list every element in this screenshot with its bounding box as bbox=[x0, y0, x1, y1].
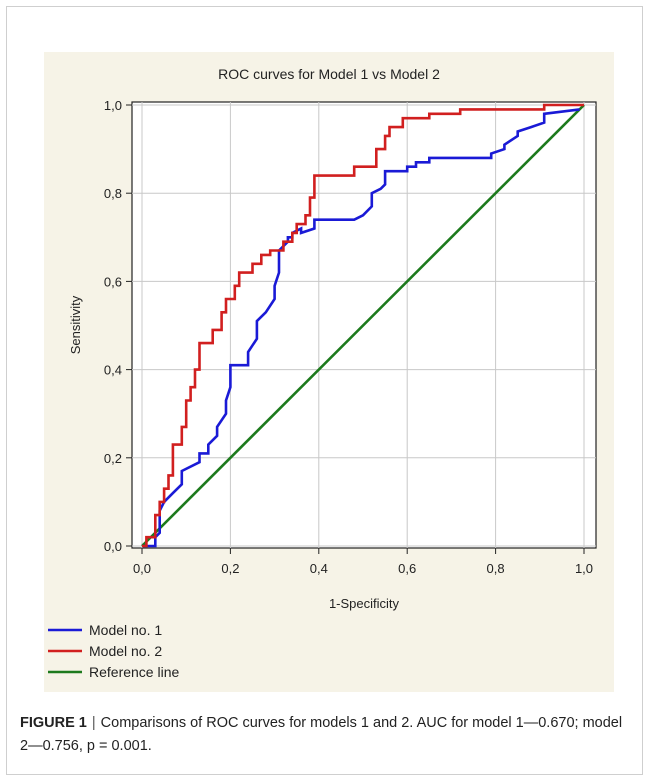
y-tick-label: 0,2 bbox=[104, 451, 122, 466]
figure-frame bbox=[6, 6, 643, 775]
x-tick-label: 1,0 bbox=[575, 561, 593, 576]
series-group bbox=[141, 103, 585, 548]
x-tick-label: 0,2 bbox=[221, 561, 239, 576]
legend-label: Model no. 2 bbox=[89, 643, 162, 659]
series-line-2 bbox=[142, 103, 584, 548]
series-line-1 bbox=[142, 108, 580, 548]
axis-ticks: 0,0 0,0 0,2 0,2 0,4 0,4 0,6 0,6 0,8 0,8 1,0 1,0 bbox=[104, 98, 593, 576]
y-axis-label: Sensitivity bbox=[68, 295, 83, 354]
x-tick-label: 0,6 bbox=[398, 561, 416, 576]
x-tick-label: 0,4 bbox=[310, 561, 328, 576]
y-tick-label: 0,0 bbox=[104, 539, 122, 554]
roc-figure: ROC curves for Model 1 vs Model 2 0,0 0,0… bbox=[44, 52, 614, 692]
plot-area bbox=[131, 101, 597, 549]
x-tick-label: 0,0 bbox=[133, 561, 151, 576]
series-line-3 bbox=[141, 104, 585, 547]
y-tick-label: 0,6 bbox=[104, 274, 122, 289]
caption-text: Comparisons of ROC curves for models 1 a… bbox=[20, 715, 623, 754]
y-tick-label: 0,4 bbox=[104, 363, 122, 378]
y-tick-label: 0,8 bbox=[104, 186, 122, 201]
roc-chart: ROC curves for Model 1 vs Model 2 0,00,0… bbox=[48, 66, 597, 680]
legend-label: Reference line bbox=[89, 664, 179, 680]
legend: Model no. 1 Model no. 2 Reference line bbox=[48, 622, 179, 680]
legend-label: Model no. 1 bbox=[89, 622, 162, 638]
x-axis-label: 1-Specificity bbox=[329, 596, 400, 611]
chart-title: ROC curves for Model 1 vs Model 2 bbox=[218, 66, 440, 82]
x-tick-label: 0,8 bbox=[487, 561, 505, 576]
y-tick-label: 1,0 bbox=[104, 98, 122, 113]
figure-caption: FIGURE 1 | Comparisons of ROC curves for m… bbox=[20, 712, 632, 758]
caption-label: FIGURE 1 bbox=[20, 715, 87, 731]
caption-separator: | bbox=[91, 715, 96, 731]
